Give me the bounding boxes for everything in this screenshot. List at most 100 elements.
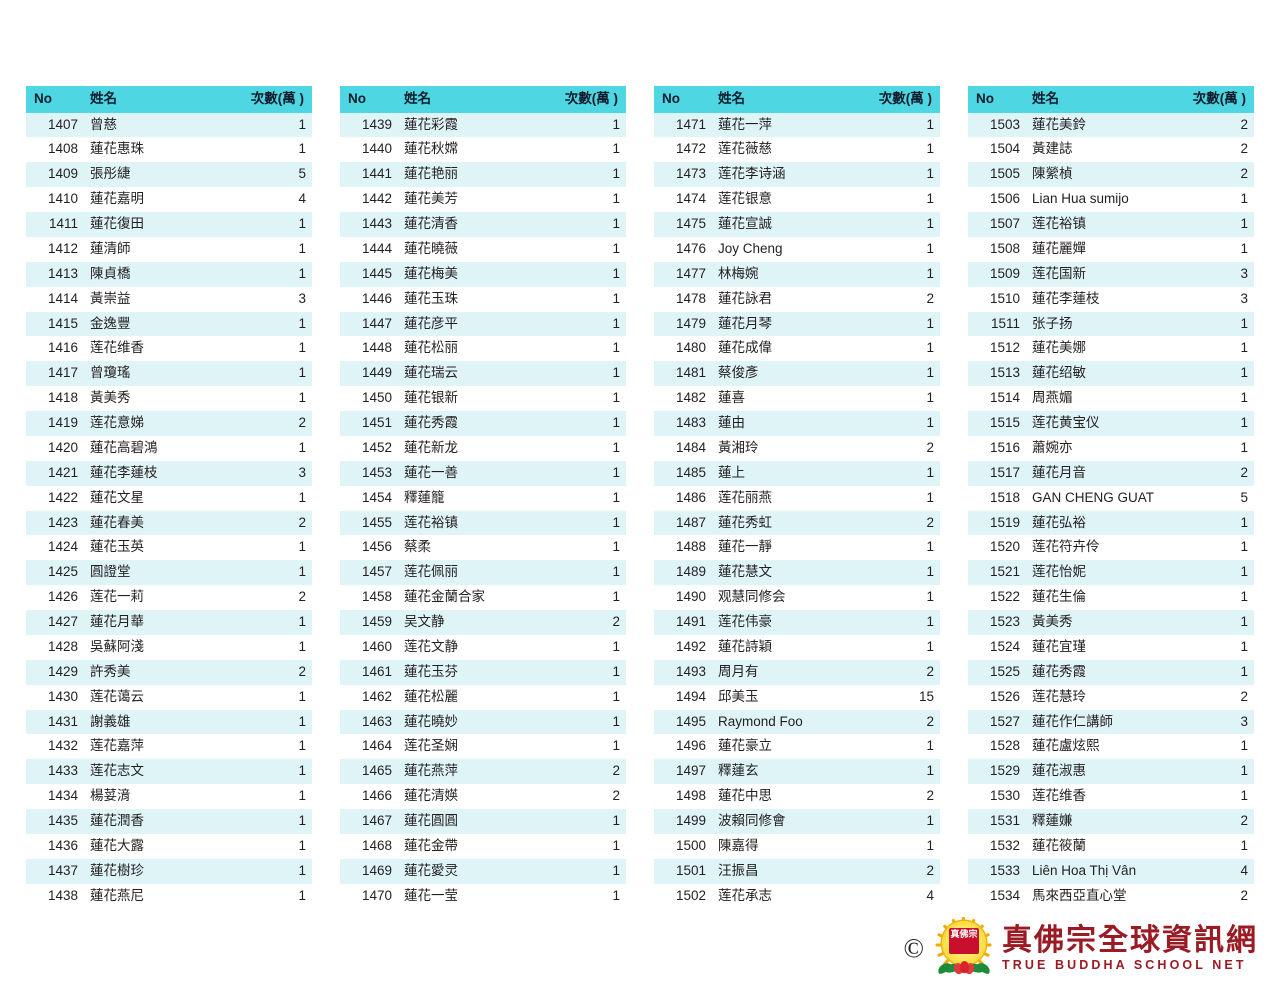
row-number: 1464 xyxy=(340,734,398,760)
row-donor-name: 蓮花淑惠 xyxy=(1026,759,1174,785)
table-row: 1408 蓮花惠珠 1 xyxy=(26,137,312,163)
row-number: 1494 xyxy=(654,684,712,710)
row-count-value: 1 xyxy=(546,485,626,511)
row-donor-name: 蓮喜 xyxy=(712,386,860,412)
table-row: 1433 莲花志文 1 xyxy=(26,759,312,785)
row-donor-name: 蓮花筱蘭 xyxy=(1026,833,1174,859)
row-count-value: 1 xyxy=(546,187,626,213)
row-count-value: 1 xyxy=(546,809,626,834)
row-count-value: 4 xyxy=(1174,858,1254,884)
row-count-value: 1 xyxy=(546,236,626,262)
table-row: 1493 周月有 2 xyxy=(654,659,940,685)
row-donor-name: 蓮花惠珠 xyxy=(84,137,232,163)
column-header-name[interactable]: 姓名 xyxy=(84,86,232,113)
row-donor-name: 蓮花春美 xyxy=(84,510,232,536)
column-header-no[interactable]: No xyxy=(340,86,398,113)
table-row: 1489 蓮花慧文 1 xyxy=(654,560,940,586)
row-donor-name: 蓮花玉英 xyxy=(84,535,232,561)
row-number: 1450 xyxy=(340,386,398,412)
row-count-value: 1 xyxy=(546,460,626,486)
table-row: 1488 蓮花一靜 1 xyxy=(654,535,940,561)
row-number: 1518 xyxy=(968,485,1026,511)
row-number: 1437 xyxy=(26,858,84,884)
row-number: 1513 xyxy=(968,361,1026,387)
row-count-value: 1 xyxy=(546,137,626,163)
row-number: 1414 xyxy=(26,286,84,312)
row-donor-name: 蓮花豪立 xyxy=(712,734,860,760)
row-count-value: 1 xyxy=(546,634,626,660)
row-donor-name: 蓮花麗嬋 xyxy=(1026,236,1174,262)
row-donor-name: 蓮花愛灵 xyxy=(398,858,546,884)
row-donor-name: 蓮花清香 xyxy=(398,212,546,237)
row-donor-name: 蕭婉亦 xyxy=(1026,435,1174,461)
row-number: 1478 xyxy=(654,286,712,312)
copyright-icon: © xyxy=(903,932,924,963)
table-row: 1497 釋蓮玄 1 xyxy=(654,759,940,785)
column-header-name[interactable]: 姓名 xyxy=(1026,86,1174,113)
table-row: 1453 蓮花一善 1 xyxy=(340,460,626,486)
table-row: 1422 蓮花文星 1 xyxy=(26,485,312,511)
column-header-count[interactable]: 次數(萬 ) xyxy=(232,86,312,113)
row-number: 1511 xyxy=(968,311,1026,337)
row-donor-name: 周燕媚 xyxy=(1026,386,1174,412)
column-header-count[interactable]: 次數(萬 ) xyxy=(860,86,940,113)
row-number: 1453 xyxy=(340,460,398,486)
table-row: 1457 莲花佩丽 1 xyxy=(340,560,626,586)
row-count-value: 1 xyxy=(1174,833,1254,859)
row-count-value: 1 xyxy=(1174,659,1254,685)
row-number: 1471 xyxy=(654,112,712,138)
row-donor-name: 蓮花梅美 xyxy=(398,261,546,287)
table-row: 1407 曾慈 1 xyxy=(26,112,312,138)
table-row: 1518 GAN CHENG GUAT 5 xyxy=(968,485,1254,511)
table-row: 1420 蓮花高碧鴻 1 xyxy=(26,435,312,461)
table-row: 1414 黃崇益 3 xyxy=(26,286,312,312)
row-donor-name: 蓮花一莹 xyxy=(398,883,546,909)
row-number: 1474 xyxy=(654,187,712,213)
table-row: 1419 莲花意娣 2 xyxy=(26,411,312,436)
column-header-name[interactable]: 姓名 xyxy=(398,86,546,113)
table-row: 1490 观慧同修会 1 xyxy=(654,585,940,611)
column-header-count[interactable]: 次數(萬 ) xyxy=(546,86,626,113)
row-number: 1504 xyxy=(968,137,1026,163)
true-buddha-emblem-icon: 真佛宗 xyxy=(935,917,993,976)
row-count-value: 2 xyxy=(232,585,312,611)
row-donor-name: 蓮花一善 xyxy=(398,460,546,486)
row-count-value: 1 xyxy=(860,460,940,486)
table-row: 1527 蓮花作仁講師 3 xyxy=(968,709,1254,735)
logo-chinese-text: 真佛宗全球資訊網 xyxy=(1002,922,1258,958)
row-count-value: 1 xyxy=(860,535,940,561)
column-header-no[interactable]: No xyxy=(654,86,712,113)
table-row: 1461 蓮花玉芬 1 xyxy=(340,659,626,685)
table-row: 1487 蓮花秀虹 2 xyxy=(654,510,940,536)
row-count-value: 1 xyxy=(860,634,940,660)
true-buddha-school-net-logo: © 真佛宗 真佛宗全球資訊網 TRUE BUDDHA SCHOOL NET xyxy=(903,917,1258,979)
row-count-value: 2 xyxy=(232,510,312,536)
row-donor-name: 波賴同修會 xyxy=(712,809,860,834)
row-donor-name: 蓮花美芳 xyxy=(398,187,546,213)
column-header-name[interactable]: 姓名 xyxy=(712,86,860,113)
table-header-row: No 姓名 次數(萬 ) xyxy=(340,86,626,113)
row-donor-name: 蓮花盧炫熙 xyxy=(1026,734,1174,760)
row-count-value: 1 xyxy=(232,560,312,586)
table-row: 1523 黃美秀 1 xyxy=(968,610,1254,635)
table-row: 1531 釋蓮嫌 2 xyxy=(968,809,1254,834)
row-donor-name: Lian Hua sumijo xyxy=(1026,187,1174,213)
row-donor-name: GAN CHENG GUAT xyxy=(1026,485,1174,511)
row-count-value: 1 xyxy=(232,386,312,412)
row-number: 1516 xyxy=(968,435,1026,461)
row-count-value: 1 xyxy=(860,809,940,834)
table-row: 1429 許秀美 2 xyxy=(26,659,312,685)
row-number: 1441 xyxy=(340,162,398,188)
row-count-value: 1 xyxy=(232,883,312,909)
row-count-value: 1 xyxy=(232,759,312,785)
table-row: 1442 蓮花美芳 1 xyxy=(340,187,626,213)
row-count-value: 1 xyxy=(860,759,940,785)
column-header-count[interactable]: 次數(萬 ) xyxy=(1174,86,1254,113)
row-count-value: 1 xyxy=(546,386,626,412)
row-number: 1528 xyxy=(968,734,1026,760)
column-header-no[interactable]: No xyxy=(968,86,1026,113)
row-number: 1469 xyxy=(340,858,398,884)
row-number: 1519 xyxy=(968,510,1026,536)
column-header-no[interactable]: No xyxy=(26,86,84,113)
